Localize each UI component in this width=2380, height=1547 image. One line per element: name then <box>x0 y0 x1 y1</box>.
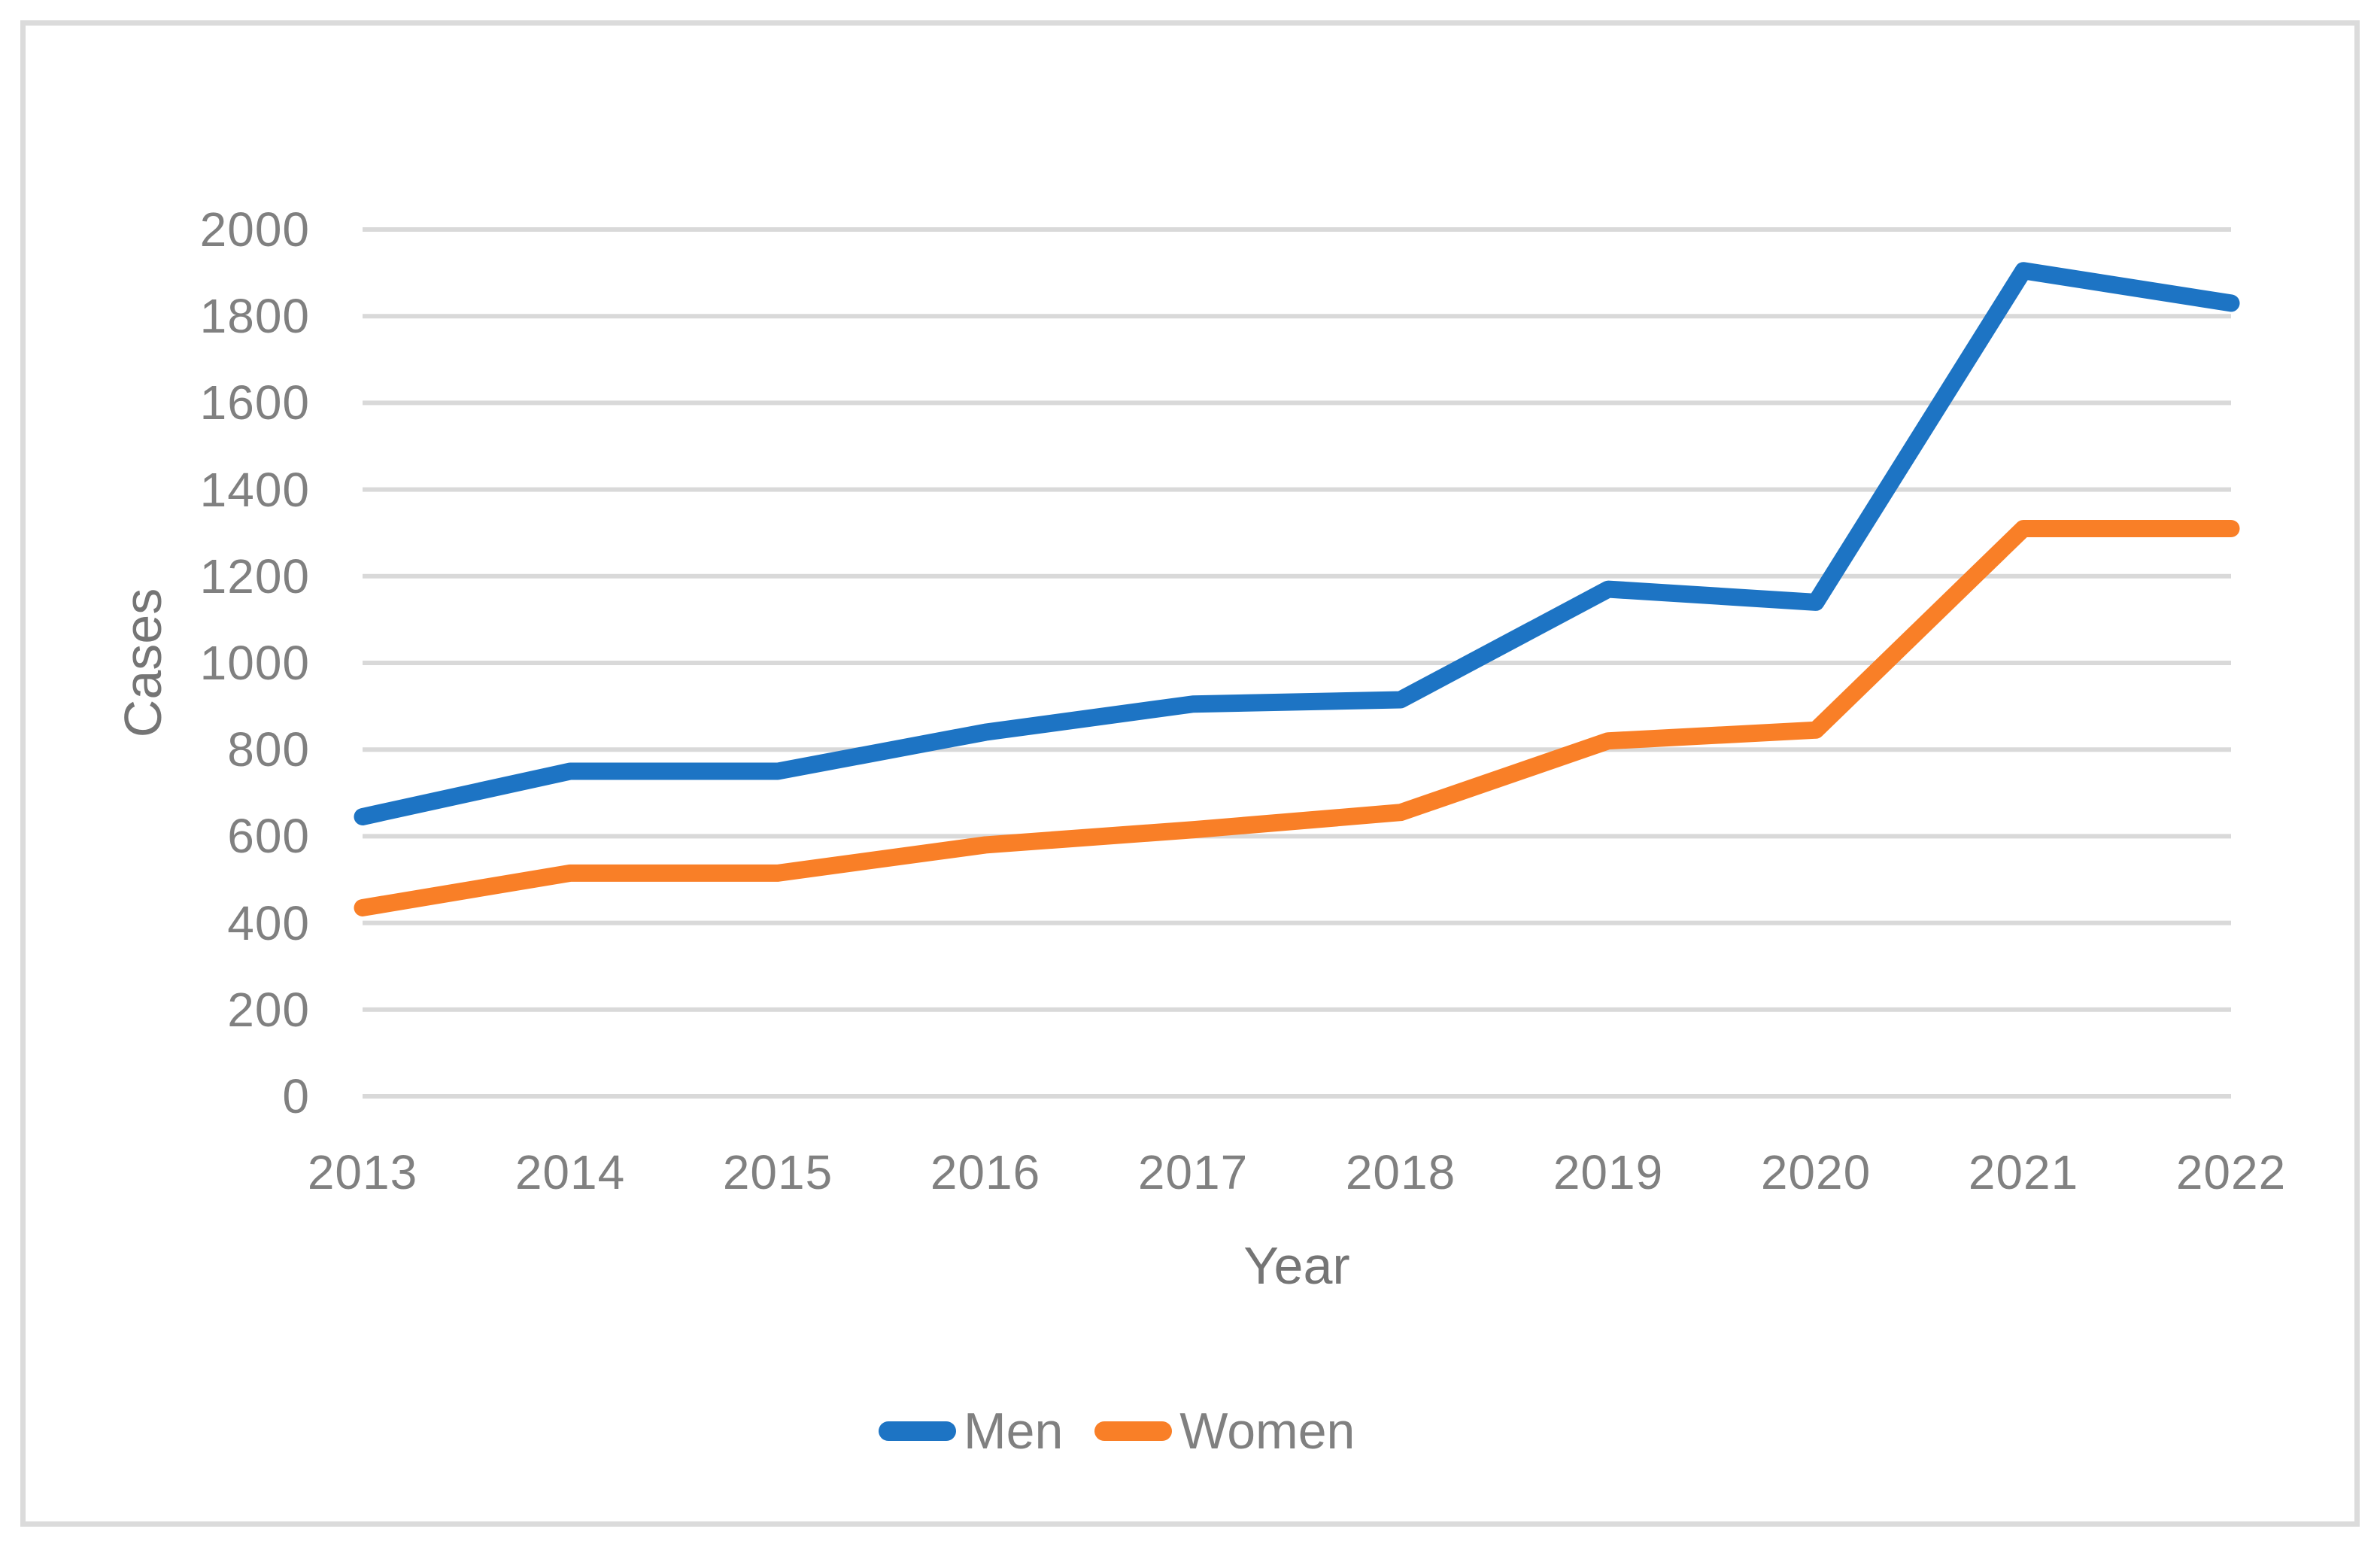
legend-men-line-swatch <box>879 1421 956 1441</box>
x-tick-label-2022: 2022 <box>2175 1145 2287 1199</box>
figure-border <box>20 20 2360 1527</box>
x-tick-label-2021: 2021 <box>1968 1145 2079 1199</box>
x-tick-label-2017: 2017 <box>1137 1145 1249 1199</box>
legend-women-line-swatch <box>1094 1421 1173 1441</box>
x-tick-label-2015: 2015 <box>722 1145 833 1199</box>
y-tick-label-1600: 1600 <box>199 375 310 430</box>
y-axis-title: Cases <box>114 588 172 738</box>
y-tick-label-200: 200 <box>227 982 310 1037</box>
y-tick-label-1200: 1200 <box>199 549 310 603</box>
y-tick-label-2000: 2000 <box>199 202 310 257</box>
x-tick-label-2020: 2020 <box>1760 1145 1872 1199</box>
legend-men-label: Men <box>964 1403 1064 1460</box>
x-tick-label-2013: 2013 <box>307 1145 418 1199</box>
y-tick-label-1400: 1400 <box>199 462 310 517</box>
y-tick-label-1800: 1800 <box>199 289 310 344</box>
x-tick-label-2018: 2018 <box>1345 1145 1456 1199</box>
series-line-women <box>354 519 2240 916</box>
x-tick-label-2016: 2016 <box>930 1145 1041 1199</box>
y-tick-label-400: 400 <box>227 895 310 950</box>
y-tick-label-600: 600 <box>227 809 310 864</box>
series-line-men <box>354 262 2240 825</box>
legend-women-label: Women <box>1179 1403 1355 1460</box>
y-tick-label-800: 800 <box>227 722 310 777</box>
x-tick-label-2019: 2019 <box>1553 1145 1664 1199</box>
legend: Men Women <box>879 1401 1355 1461</box>
x-tick-label-2014: 2014 <box>515 1145 626 1199</box>
y-tick-label-1000: 1000 <box>199 636 310 690</box>
x-axis-title: Year <box>1243 1236 1350 1295</box>
y-tick-label-0: 0 <box>282 1069 310 1123</box>
